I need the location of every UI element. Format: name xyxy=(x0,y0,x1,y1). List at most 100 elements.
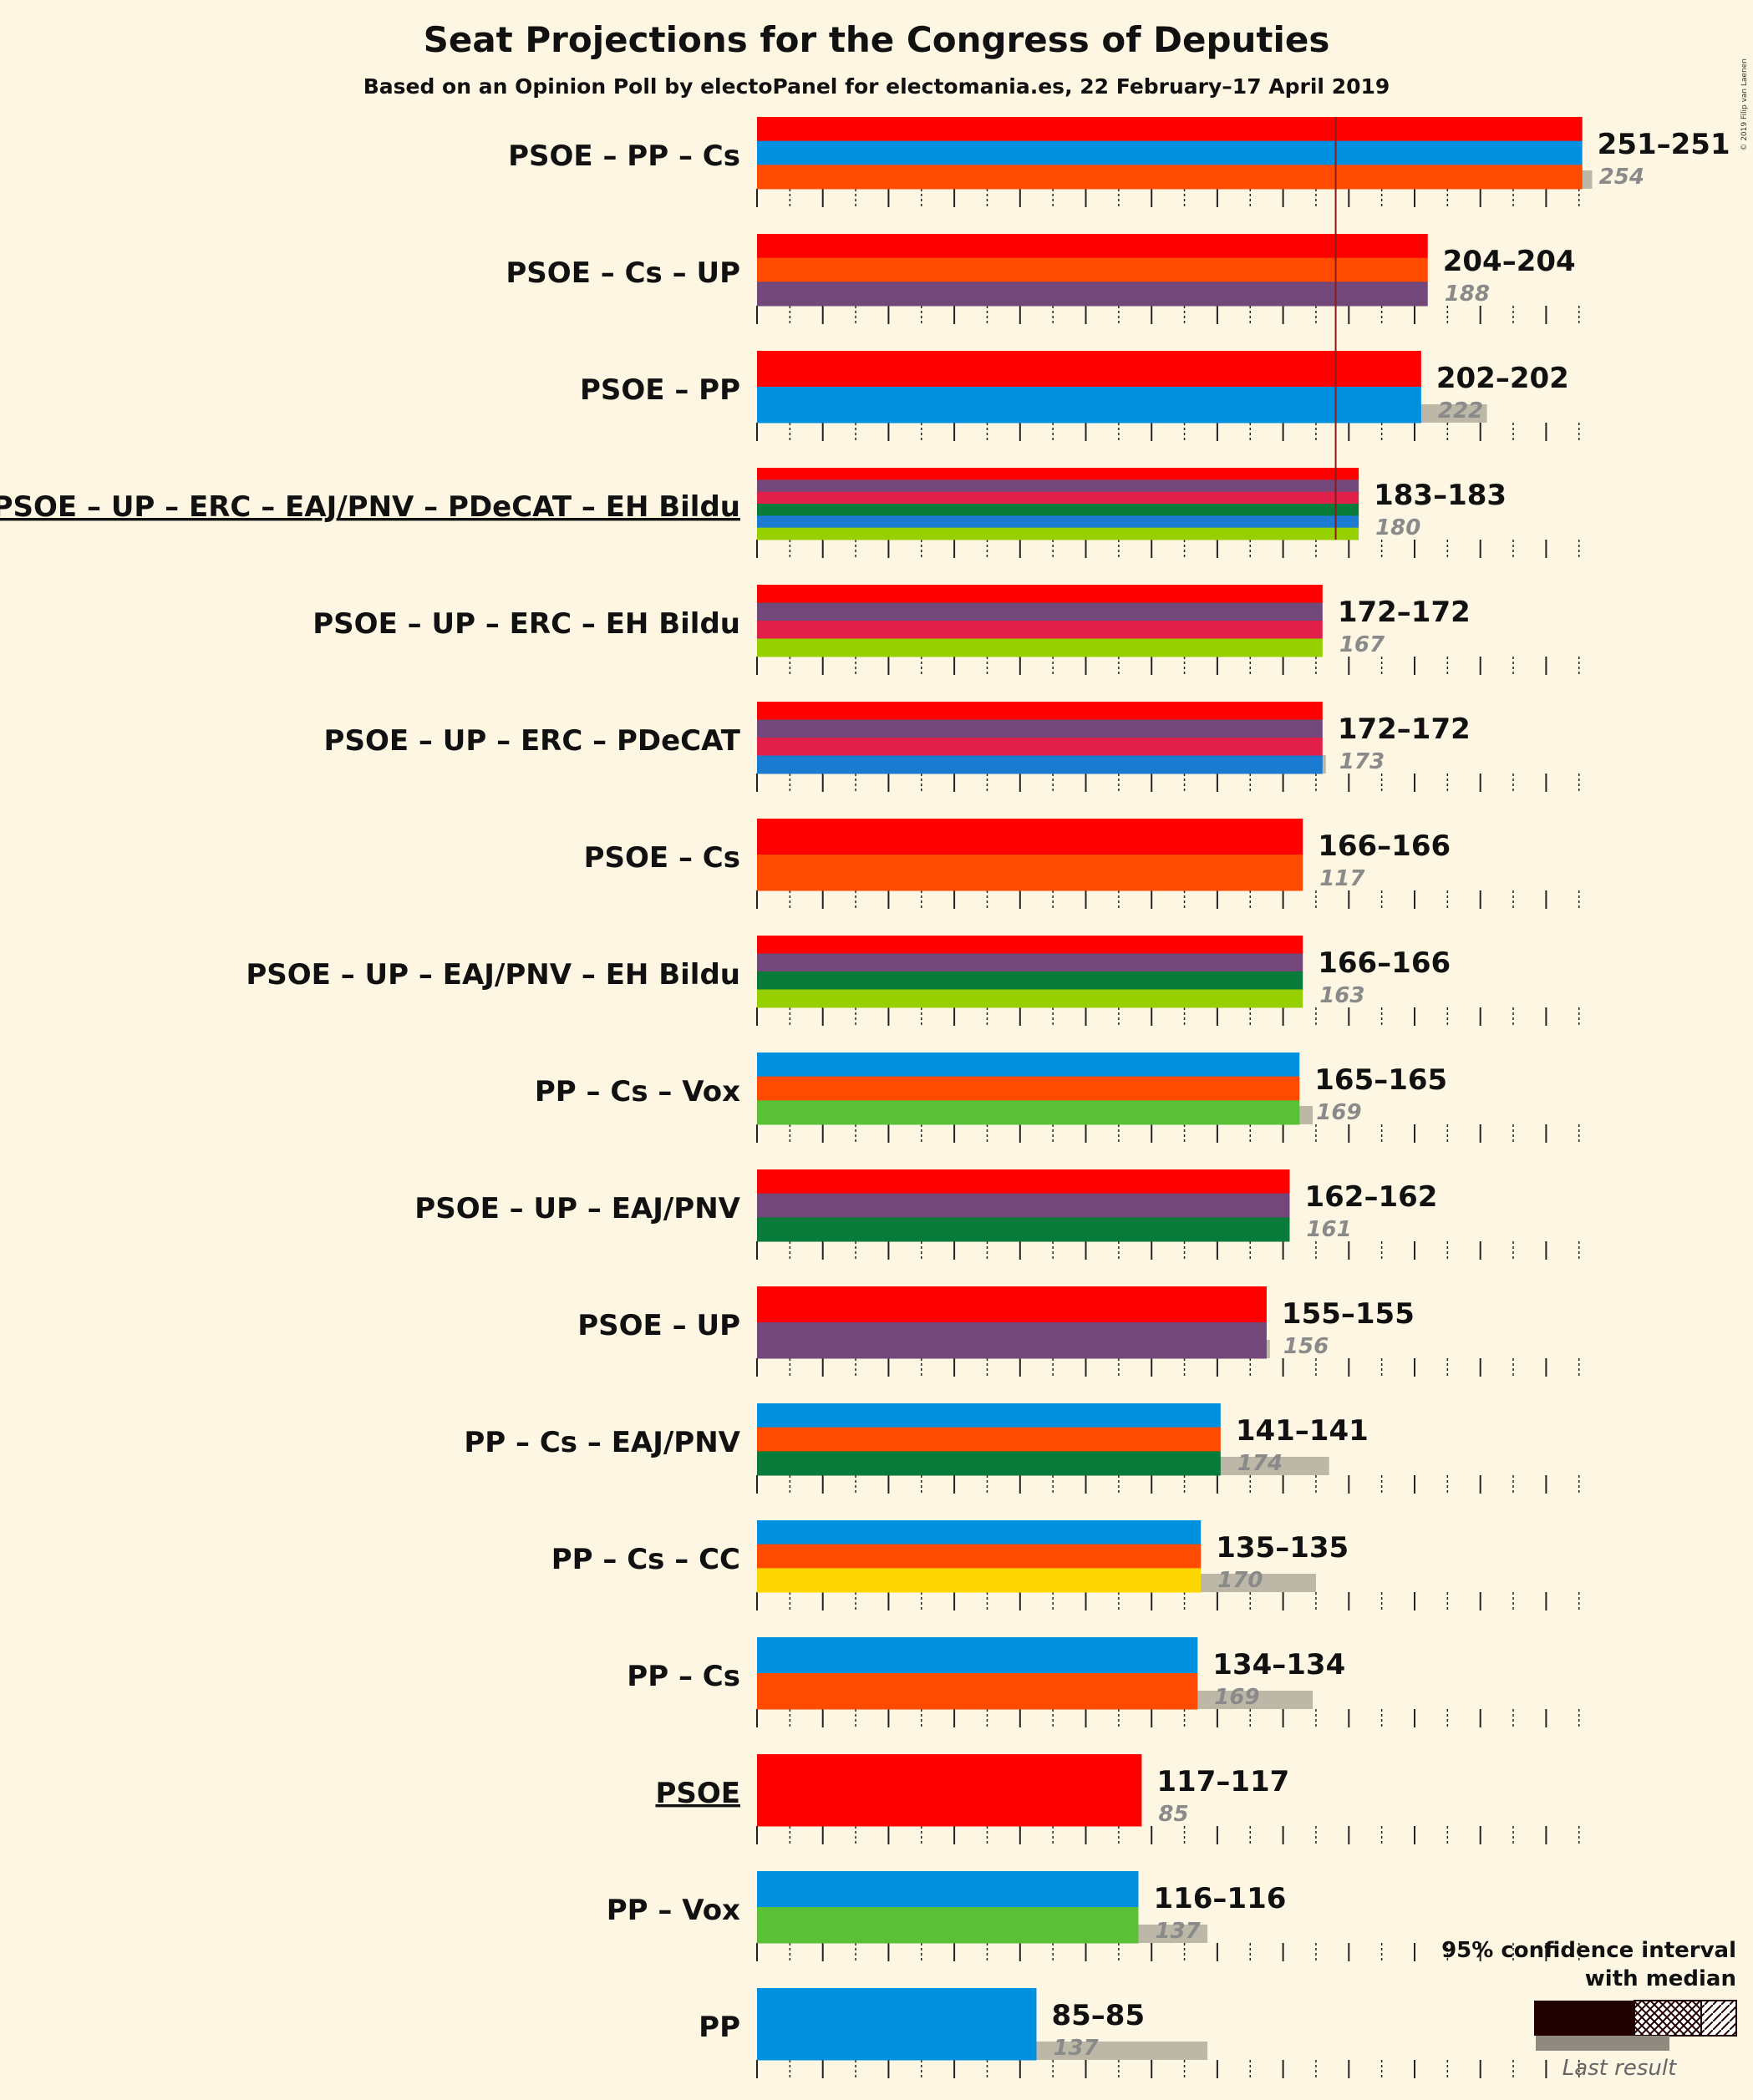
party-stripe-up xyxy=(757,479,1359,493)
legend-ci-crosshatch xyxy=(1634,2000,1702,2037)
range-label: 141–141 xyxy=(1236,1414,1369,1448)
coalition-row: PSOE – PP 202–202 222 xyxy=(580,351,1580,441)
party-stripe-pp xyxy=(757,140,1583,165)
party-stripe-pp xyxy=(757,1988,1037,2061)
coalition-label: PSOE – Cs – UP xyxy=(506,256,740,290)
party-stripe-psoe xyxy=(757,1286,1267,1323)
party-stripe-pp xyxy=(757,1871,1139,1908)
party-stripe-up xyxy=(757,282,1428,307)
coalition-row: PP – Cs 134–134 169 xyxy=(627,1637,1580,1727)
last-result-label: 254 xyxy=(1599,165,1644,190)
last-result-label: 161 xyxy=(1306,1217,1351,1242)
party-stripe-vox xyxy=(757,1100,1300,1125)
coalition-row: PP 85–85 137 xyxy=(699,1988,1580,2078)
coalition-label: PSOE xyxy=(655,1777,740,1810)
party-stripe-pp xyxy=(757,1637,1198,1674)
coalition-row: PSOE – Cs 166–166 117 xyxy=(584,819,1580,909)
party-stripe-up xyxy=(757,1322,1267,1359)
last-result-label: 180 xyxy=(1375,515,1420,540)
party-stripe-pp xyxy=(757,1403,1221,1428)
legend: 95% confidence interval with median Last… xyxy=(1441,1938,1737,2081)
party-stripe-ehbildu xyxy=(757,989,1303,1008)
last-result-label: 117 xyxy=(1319,866,1365,891)
party-stripe-psoe xyxy=(757,468,1359,480)
party-stripe-up xyxy=(757,602,1323,621)
last-result-label: 170 xyxy=(1217,1568,1263,1593)
coalition-label: PP – Cs – EAJ/PNV xyxy=(464,1426,740,1459)
party-stripe-eajpnv xyxy=(757,971,1303,990)
last-result-label: 173 xyxy=(1339,749,1385,774)
party-stripe-eajpnv xyxy=(757,1451,1221,1476)
party-stripe-erc xyxy=(757,491,1359,505)
last-result-label: 156 xyxy=(1283,1334,1329,1359)
party-stripe-psoe xyxy=(757,1754,1142,1827)
coalition-label: PSOE – UP – EAJ/PNV – EH Bildu xyxy=(246,958,740,992)
coalition-label: PSOE – UP – ERC – PDeCAT xyxy=(324,724,741,758)
coalition-row: PSOE – UP – ERC – PDeCAT 172–172 173 xyxy=(324,702,1580,792)
last-result-label: 137 xyxy=(1053,2036,1099,2061)
coalition-label: PSOE – UP – ERC – EH Bildu xyxy=(312,607,740,641)
copyright-notice: © 2019 Filip van Laenen xyxy=(1740,58,1749,151)
party-stripe-ehbildu xyxy=(757,638,1323,657)
coalition-label: PP – Cs xyxy=(627,1660,740,1693)
party-stripe-erc xyxy=(757,621,1323,639)
party-stripe-psoe xyxy=(757,702,1323,720)
party-stripe-eajpnv xyxy=(757,1217,1290,1242)
legend-last-result-bar xyxy=(1536,2036,1669,2051)
party-stripe-cs xyxy=(757,1427,1221,1452)
range-label: 117–117 xyxy=(1156,1765,1289,1798)
party-stripe-vox xyxy=(757,1907,1139,1944)
last-result-label: 163 xyxy=(1319,983,1364,1008)
range-label: 166–166 xyxy=(1318,946,1451,980)
last-result-label: 169 xyxy=(1214,1685,1259,1710)
party-stripe-up xyxy=(757,719,1323,738)
coalition-label: PSOE – Cs xyxy=(584,841,740,875)
range-label: 116–116 xyxy=(1153,1882,1286,1915)
last-result-label: 137 xyxy=(1155,1919,1201,1944)
range-label: 85–85 xyxy=(1051,1999,1145,2032)
coalition-row: PP – Vox 116–116 137 xyxy=(607,1871,1580,1961)
chart-title: Seat Projections for the Congress of Dep… xyxy=(424,19,1330,60)
coalition-row: PP – Cs – Vox 165–165 169 xyxy=(535,1053,1580,1143)
legend-ci-line1: 95% confidence interval xyxy=(1441,1938,1736,1963)
coalition-label: PP – Vox xyxy=(607,1894,740,1927)
coalition-label: PSOE – PP xyxy=(580,373,740,407)
range-label: 165–165 xyxy=(1314,1063,1447,1097)
party-stripe-psoe xyxy=(757,936,1303,954)
coalition-label: PP xyxy=(699,2011,740,2044)
coalition-label: PSOE – UP – ERC – EAJ/PNV – PDeCAT – EH … xyxy=(0,490,740,524)
party-stripe-psoe xyxy=(757,117,1583,142)
coalition-row: PSOE 117–117 85 xyxy=(655,1754,1580,1844)
party-stripe-psoe xyxy=(757,819,1303,855)
party-stripe-cc xyxy=(757,1568,1202,1593)
party-stripe-cs xyxy=(757,855,1303,891)
coalition-row: PP – Cs – EAJ/PNV 141–141 174 xyxy=(464,1403,1580,1494)
party-stripe-psoe xyxy=(757,351,1421,388)
party-stripe-psoe xyxy=(757,585,1323,603)
party-stripe-psoe xyxy=(757,1169,1290,1195)
range-label: 134–134 xyxy=(1212,1648,1345,1682)
party-stripe-cs xyxy=(757,165,1583,190)
chart-subtitle: Based on an Opinion Poll by electoPanel … xyxy=(363,74,1390,99)
coalition-row: PSOE – UP – EAJ/PNV 162–162 161 xyxy=(414,1169,1580,1260)
last-result-label: 169 xyxy=(1316,1100,1361,1125)
party-stripe-cs xyxy=(757,257,1428,282)
coalition-row: PP – Cs – CC 135–135 170 xyxy=(551,1520,1580,1611)
coalition-row: PSOE – UP – ERC – EAJ/PNV – PDeCAT – EH … xyxy=(0,468,1580,558)
range-label: 251–251 xyxy=(1598,128,1730,161)
coalition-label: PSOE – PP – Cs xyxy=(508,139,740,173)
coalition-label: PP – Cs – CC xyxy=(551,1543,740,1576)
range-label: 204–204 xyxy=(1443,245,1576,278)
coalition-row: PSOE – Cs – UP 204–204 188 xyxy=(506,234,1580,324)
legend-ci-solid xyxy=(1534,2001,1634,2036)
party-stripe-pp xyxy=(757,387,1421,424)
party-stripe-psoe xyxy=(757,234,1428,259)
party-stripe-cs xyxy=(757,1076,1300,1101)
last-result-label: 167 xyxy=(1339,632,1385,657)
party-stripe-pdecat xyxy=(757,755,1323,774)
range-label: 183–183 xyxy=(1374,479,1507,512)
party-stripe-pp xyxy=(757,1053,1300,1078)
party-stripe-up xyxy=(757,1193,1290,1218)
last-result-label: 222 xyxy=(1438,398,1483,424)
